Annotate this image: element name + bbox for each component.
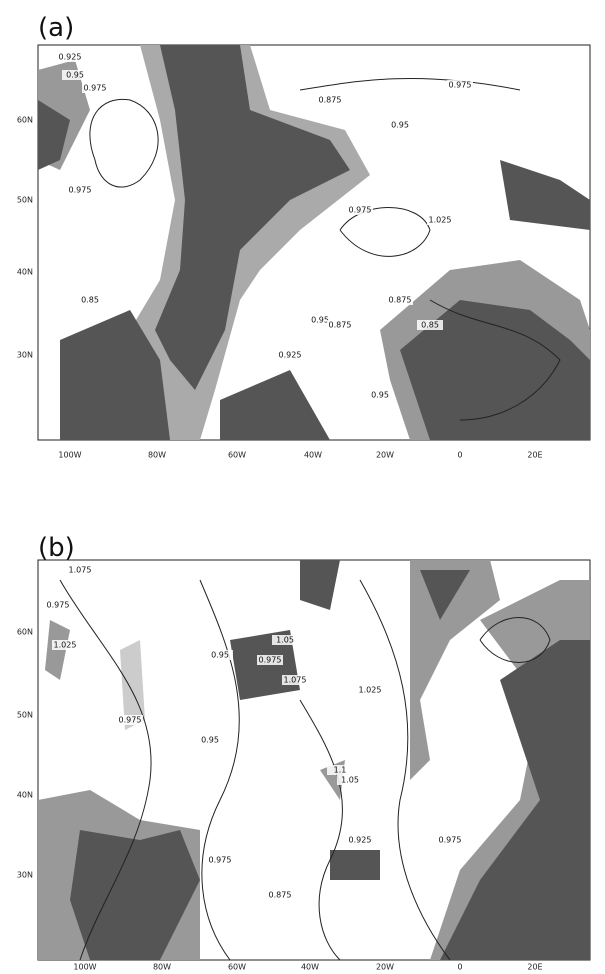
x-tick-label: 20E	[527, 963, 542, 972]
contour-label: 0.875	[269, 891, 292, 900]
panel-b-shading	[38, 560, 590, 960]
shade	[330, 850, 380, 880]
contour-label: 0.975	[349, 206, 372, 215]
contour-label: 0.95	[371, 391, 389, 400]
contour-label: 1.025	[429, 216, 452, 225]
y-tick-label: 30N	[17, 871, 33, 880]
contour-label: 0.925	[279, 351, 302, 360]
contour-label: 0.975	[439, 836, 462, 845]
x-tick-label: 100W	[73, 963, 96, 972]
contour-label: 1.1	[334, 766, 347, 775]
panel-a-shading	[38, 45, 590, 440]
contour-label: 0.85	[81, 296, 99, 305]
contour-label: 0.975	[47, 601, 70, 610]
y-tick-label: 60N	[17, 116, 33, 125]
x-tick-label: 0	[457, 963, 462, 972]
y-tick-label: 30N	[17, 351, 33, 360]
x-tick-label: 40W	[301, 963, 319, 972]
contour-label: 0.875	[329, 321, 352, 330]
contour-label: 0.875	[319, 96, 342, 105]
figure: (a)100W80W60W40W20W020E60N50N40N30N0.950…	[0, 0, 605, 974]
contour-label: 0.925	[59, 53, 82, 62]
x-tick-label: 80W	[153, 963, 171, 972]
contour-label: 0.925	[349, 836, 372, 845]
panel-label: (b)	[38, 533, 75, 563]
x-tick-label: 80W	[148, 451, 166, 460]
x-tick-label: 20W	[376, 963, 394, 972]
y-tick-label: 50N	[17, 711, 33, 720]
contour-label: 0.975	[259, 656, 282, 665]
contour-label: 0.95	[201, 736, 219, 745]
contour-label: 0.95	[311, 316, 329, 325]
contour-label: 0.975	[209, 856, 232, 865]
contour-label: 0.95	[66, 71, 84, 80]
y-tick-label: 40N	[17, 791, 33, 800]
x-tick-label: 20E	[527, 451, 542, 460]
panel-label: (a)	[38, 13, 74, 43]
contour-label: 1.075	[284, 676, 307, 685]
contour-label: 1.025	[359, 686, 382, 695]
contour-label: 0.875	[389, 296, 412, 305]
x-tick-label: 40W	[304, 451, 322, 460]
x-tick-label: 60W	[228, 451, 246, 460]
contour-label: 0.95	[211, 651, 229, 660]
contour-label: 0.975	[84, 84, 107, 93]
contour-label: 0.975	[449, 81, 472, 90]
x-tick-label: 0	[457, 451, 462, 460]
x-tick-label: 100W	[58, 451, 81, 460]
contour-label: 1.05	[276, 636, 294, 645]
contour-label: 1.075	[69, 566, 92, 575]
x-tick-label: 60W	[228, 963, 246, 972]
y-tick-label: 50N	[17, 196, 33, 205]
contour-label: 1.025	[54, 641, 77, 650]
contour-label: 0.975	[119, 716, 142, 725]
y-tick-label: 60N	[17, 628, 33, 637]
contour-label: 0.95	[391, 121, 409, 130]
contour-label: 0.975	[69, 186, 92, 195]
x-tick-label: 20W	[376, 451, 394, 460]
contour-label: 0.85	[421, 321, 439, 330]
contour-label: 1.05	[341, 776, 359, 785]
y-tick-label: 40N	[17, 268, 33, 277]
